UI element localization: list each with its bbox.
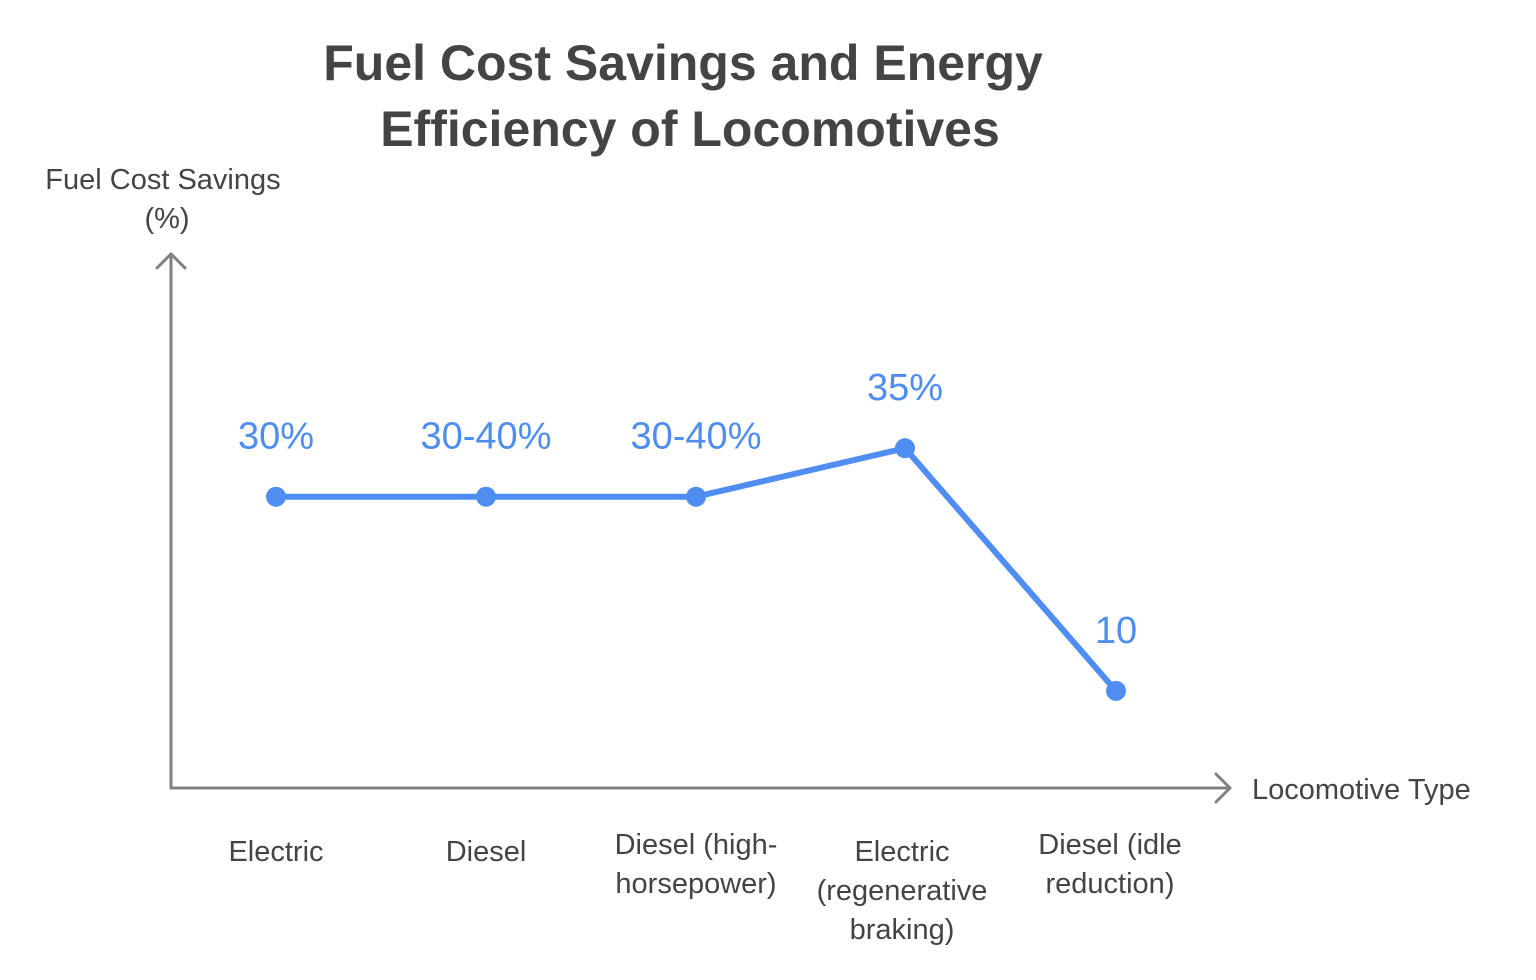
data-label: 35% xyxy=(867,367,943,409)
series-savings: 30% 30-40% 30-40% 35% 10 xyxy=(238,367,1137,701)
x-tick-label: Electric (regenerative braking) xyxy=(817,836,988,946)
data-label: 30-40% xyxy=(631,416,762,458)
axes xyxy=(155,252,1232,804)
y-axis-label: Fuel Cost Savings (%) xyxy=(45,164,288,235)
x-tick-label: Electric xyxy=(228,836,323,868)
y-axis-arrow-icon xyxy=(155,252,187,270)
data-point xyxy=(266,486,286,507)
series-line xyxy=(273,445,1119,694)
data-point xyxy=(476,486,496,507)
x-axis-arrow-icon xyxy=(1214,772,1232,804)
data-point xyxy=(895,438,915,459)
x-tick-label: Diesel xyxy=(446,836,527,868)
data-label: 30% xyxy=(238,416,314,458)
data-label: 10 xyxy=(1095,610,1137,652)
chart-title: Fuel Cost Savings and Energy Efficiency … xyxy=(323,35,1057,157)
x-tick-label: Diesel (idle reduction) xyxy=(1038,829,1181,900)
x-tick-label: Diesel (high-horsepower) xyxy=(615,829,778,900)
data-point xyxy=(1106,680,1126,701)
x-axis-label: Locomotive Type xyxy=(1252,774,1471,806)
data-point xyxy=(686,486,706,507)
x-tick-labels: Electric Diesel Diesel (high-horsepower) El… xyxy=(228,829,1181,946)
data-label: 30-40% xyxy=(421,416,552,458)
